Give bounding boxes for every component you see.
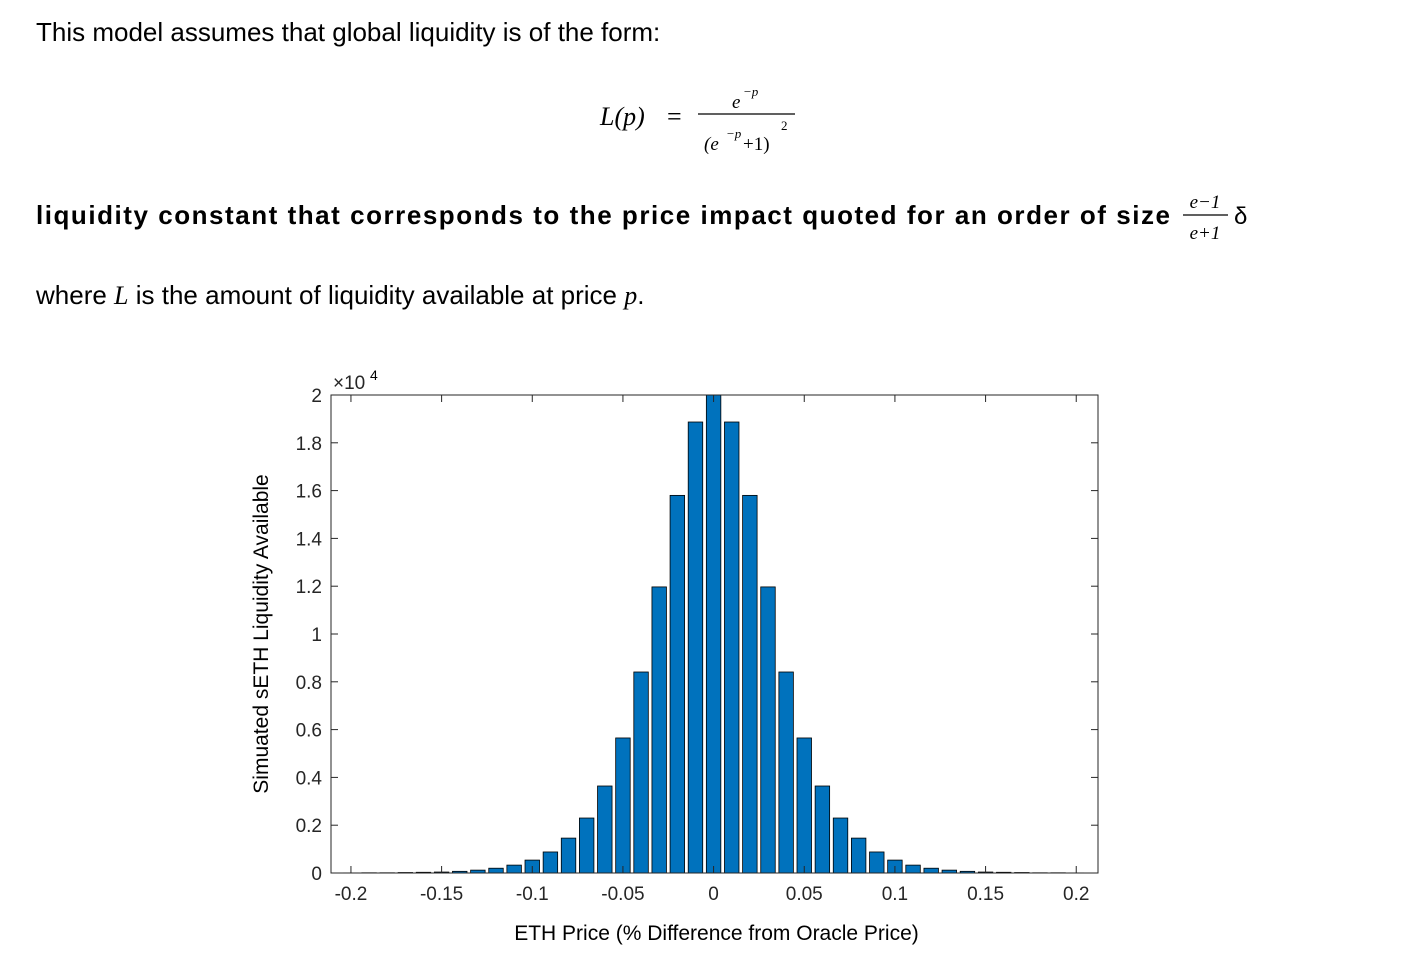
fraction-denominator: e+1 xyxy=(1190,223,1221,244)
y-tick-label: 1 xyxy=(311,625,322,646)
bar xyxy=(796,737,812,874)
bar xyxy=(724,421,740,874)
y-tick-label: 1.2 xyxy=(296,577,322,598)
intro-text: This model assumes that global liquidity… xyxy=(36,17,660,47)
y-tick-label: 1.8 xyxy=(296,434,322,455)
delta-symbol: δ xyxy=(1234,203,1247,230)
formula-denominator-open: (e xyxy=(704,134,719,155)
bar xyxy=(506,864,522,874)
bar xyxy=(651,586,667,874)
fraction-numerator: e−1 xyxy=(1190,192,1221,213)
y-tick-label: 1.6 xyxy=(296,482,322,503)
formula-denominator-close: +1) xyxy=(743,134,770,155)
bar xyxy=(615,737,631,874)
where-line: where L is the amount of liquidity avail… xyxy=(35,280,644,310)
bar xyxy=(633,671,649,874)
bar xyxy=(760,586,776,874)
y-tick-label: 1.4 xyxy=(296,529,323,550)
x-tick-label: 0.15 xyxy=(967,884,1004,905)
y-tick-label: 0.6 xyxy=(296,721,322,742)
bar xyxy=(705,394,722,874)
bar xyxy=(742,494,758,874)
bar xyxy=(869,851,885,874)
y-tick-label: 0.4 xyxy=(296,768,323,789)
text: . xyxy=(637,280,644,310)
math-var: L xyxy=(113,281,128,310)
x-axis-label: ETH Price (% Difference from Oracle Pric… xyxy=(514,922,919,945)
y-multiplier-exponent: 4 xyxy=(370,367,378,383)
formula-numerator-exponent: −p xyxy=(743,84,759,99)
bar xyxy=(579,817,595,874)
y-tick-label: 0.8 xyxy=(296,673,322,694)
x-tick-label: -0.1 xyxy=(516,884,549,905)
bar xyxy=(778,671,794,874)
y-axis-label: Simuated sETH Liquidity Available xyxy=(250,474,273,793)
bar xyxy=(814,785,831,874)
bold-line: liquidity constant that corresponds to t… xyxy=(36,200,1170,230)
x-tick-label: 0.2 xyxy=(1063,884,1089,905)
x-tick-label: 0.05 xyxy=(786,884,823,905)
x-tick-label: -0.15 xyxy=(420,884,463,905)
formula: L(p) = e −p (e −p +1) 2 xyxy=(599,84,795,155)
y-tick-label: 0 xyxy=(311,864,322,885)
bar xyxy=(560,837,577,874)
text: is the amount of liquidity available at … xyxy=(129,280,625,310)
y-tick-label: 0.2 xyxy=(296,816,322,837)
x-tick-label: -0.05 xyxy=(601,884,644,905)
y-tick-label: 2 xyxy=(311,386,322,407)
formula-denominator-power: 2 xyxy=(781,118,788,133)
bar xyxy=(832,817,849,874)
bar xyxy=(542,851,559,874)
bar xyxy=(923,867,939,874)
bar xyxy=(488,867,504,874)
formula-numerator: e xyxy=(732,92,740,113)
x-tick-label: 0 xyxy=(708,884,719,905)
bar xyxy=(850,837,867,874)
text: where xyxy=(35,280,114,310)
formula-equals: = xyxy=(667,102,682,131)
bar xyxy=(687,421,704,874)
x-tick-label: -0.2 xyxy=(335,884,368,905)
formula-denominator-exponent: −p xyxy=(726,126,742,141)
bar xyxy=(669,494,685,874)
x-tick-label: 0.1 xyxy=(882,884,908,905)
math-var: p xyxy=(622,281,637,310)
y-multiplier: ×10 xyxy=(333,373,365,394)
bar xyxy=(905,864,921,874)
bar xyxy=(597,785,613,874)
formula-lhs: L(p) xyxy=(599,102,645,131)
